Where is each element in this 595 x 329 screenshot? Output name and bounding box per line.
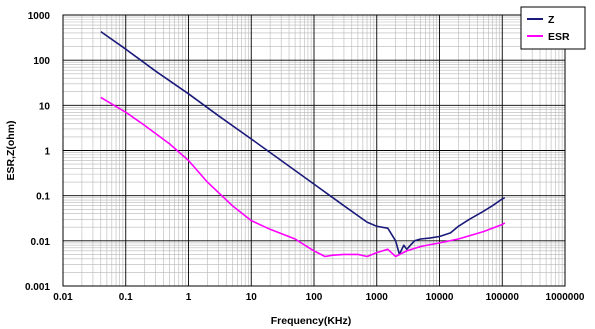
major-grid (63, 15, 565, 286)
plot-border (62, 14, 566, 287)
x-tick-label: 1000 (366, 292, 389, 303)
x-tick-labels: 0.01 0.1 1 10 100 1000 10000 100000 1000000 (53, 292, 585, 303)
y-tick-label: 1 (44, 147, 50, 158)
series-layer (100, 30, 506, 258)
y-tick-labels: 1000 100 10 1 0.1 0.01 0.001 (25, 11, 50, 293)
x-tick-label: 0.01 (53, 292, 73, 303)
y-tick-label: 10 (39, 101, 51, 112)
x-axis-title: Frequency(KHz) (271, 315, 352, 327)
x-tick-label: 10000 (426, 292, 454, 303)
legend: Z ESR (520, 6, 586, 50)
legend-label: Z (548, 14, 555, 26)
x-tick-label: 100000 (486, 292, 520, 303)
series-line-esr (100, 96, 506, 258)
x-tick-label: 0.1 (119, 292, 133, 303)
x-tick-label: 1 (186, 292, 192, 303)
x-tick-label: 1000000 (546, 292, 585, 303)
legend-box (520, 6, 586, 50)
legend-label: ESR (548, 31, 570, 43)
y-tick-label: 0.1 (36, 192, 50, 203)
x-tick-label: 10 (246, 292, 258, 303)
y-axis-title: ESR,Z(ohm) (5, 120, 17, 180)
y-tick-label: 100 (33, 56, 50, 67)
y-tick-label: 1000 (28, 11, 51, 22)
y-tick-label: 0.01 (31, 237, 51, 248)
y-tick-label: 0.001 (25, 282, 50, 293)
x-tick-label: 100 (306, 292, 323, 303)
